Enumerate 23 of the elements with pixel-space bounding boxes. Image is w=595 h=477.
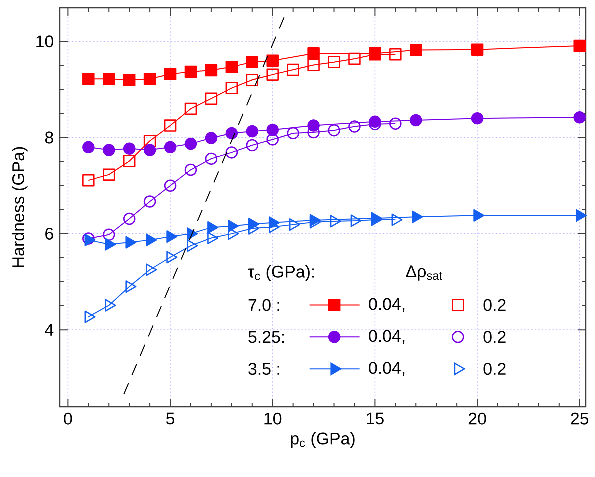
y-tick-label: 10 [36, 36, 54, 48]
annotation: Δρ$_{sat}$ [406, 266, 442, 281]
x-axis-title: p$_{c}$ (GPa) [291, 432, 355, 448]
y-axis-title: Hardness (GPa) [12, 147, 28, 268]
legend-label: 0.2 [484, 331, 506, 344]
y-tick-label: 8 [45, 132, 54, 144]
legend-label: 0.04, [369, 330, 405, 344]
y-tick-label: 6 [46, 228, 54, 240]
legend-label: 0.2 [484, 363, 506, 376]
y-tick-label: 4 [45, 324, 54, 336]
legend-label: 0.04, [369, 298, 405, 312]
x-tick-label: 0 [64, 412, 72, 425]
legend-label: 0.04, [369, 362, 405, 376]
x-tick-label: 25 [571, 412, 589, 425]
annotation: 3.5 : [248, 363, 280, 376]
x-tick-label: 15 [367, 412, 384, 425]
annotation: 7.0 : [248, 299, 280, 312]
x-tick-label: 5 [166, 412, 175, 425]
x-tick-label: 10 [264, 412, 282, 425]
legend-label: 0.2 [484, 299, 506, 312]
annotation: 5.25: [248, 331, 284, 344]
x-tick-label: 20 [468, 412, 486, 425]
legend-title: τ$_{c}$ (GPa): [248, 265, 314, 282]
